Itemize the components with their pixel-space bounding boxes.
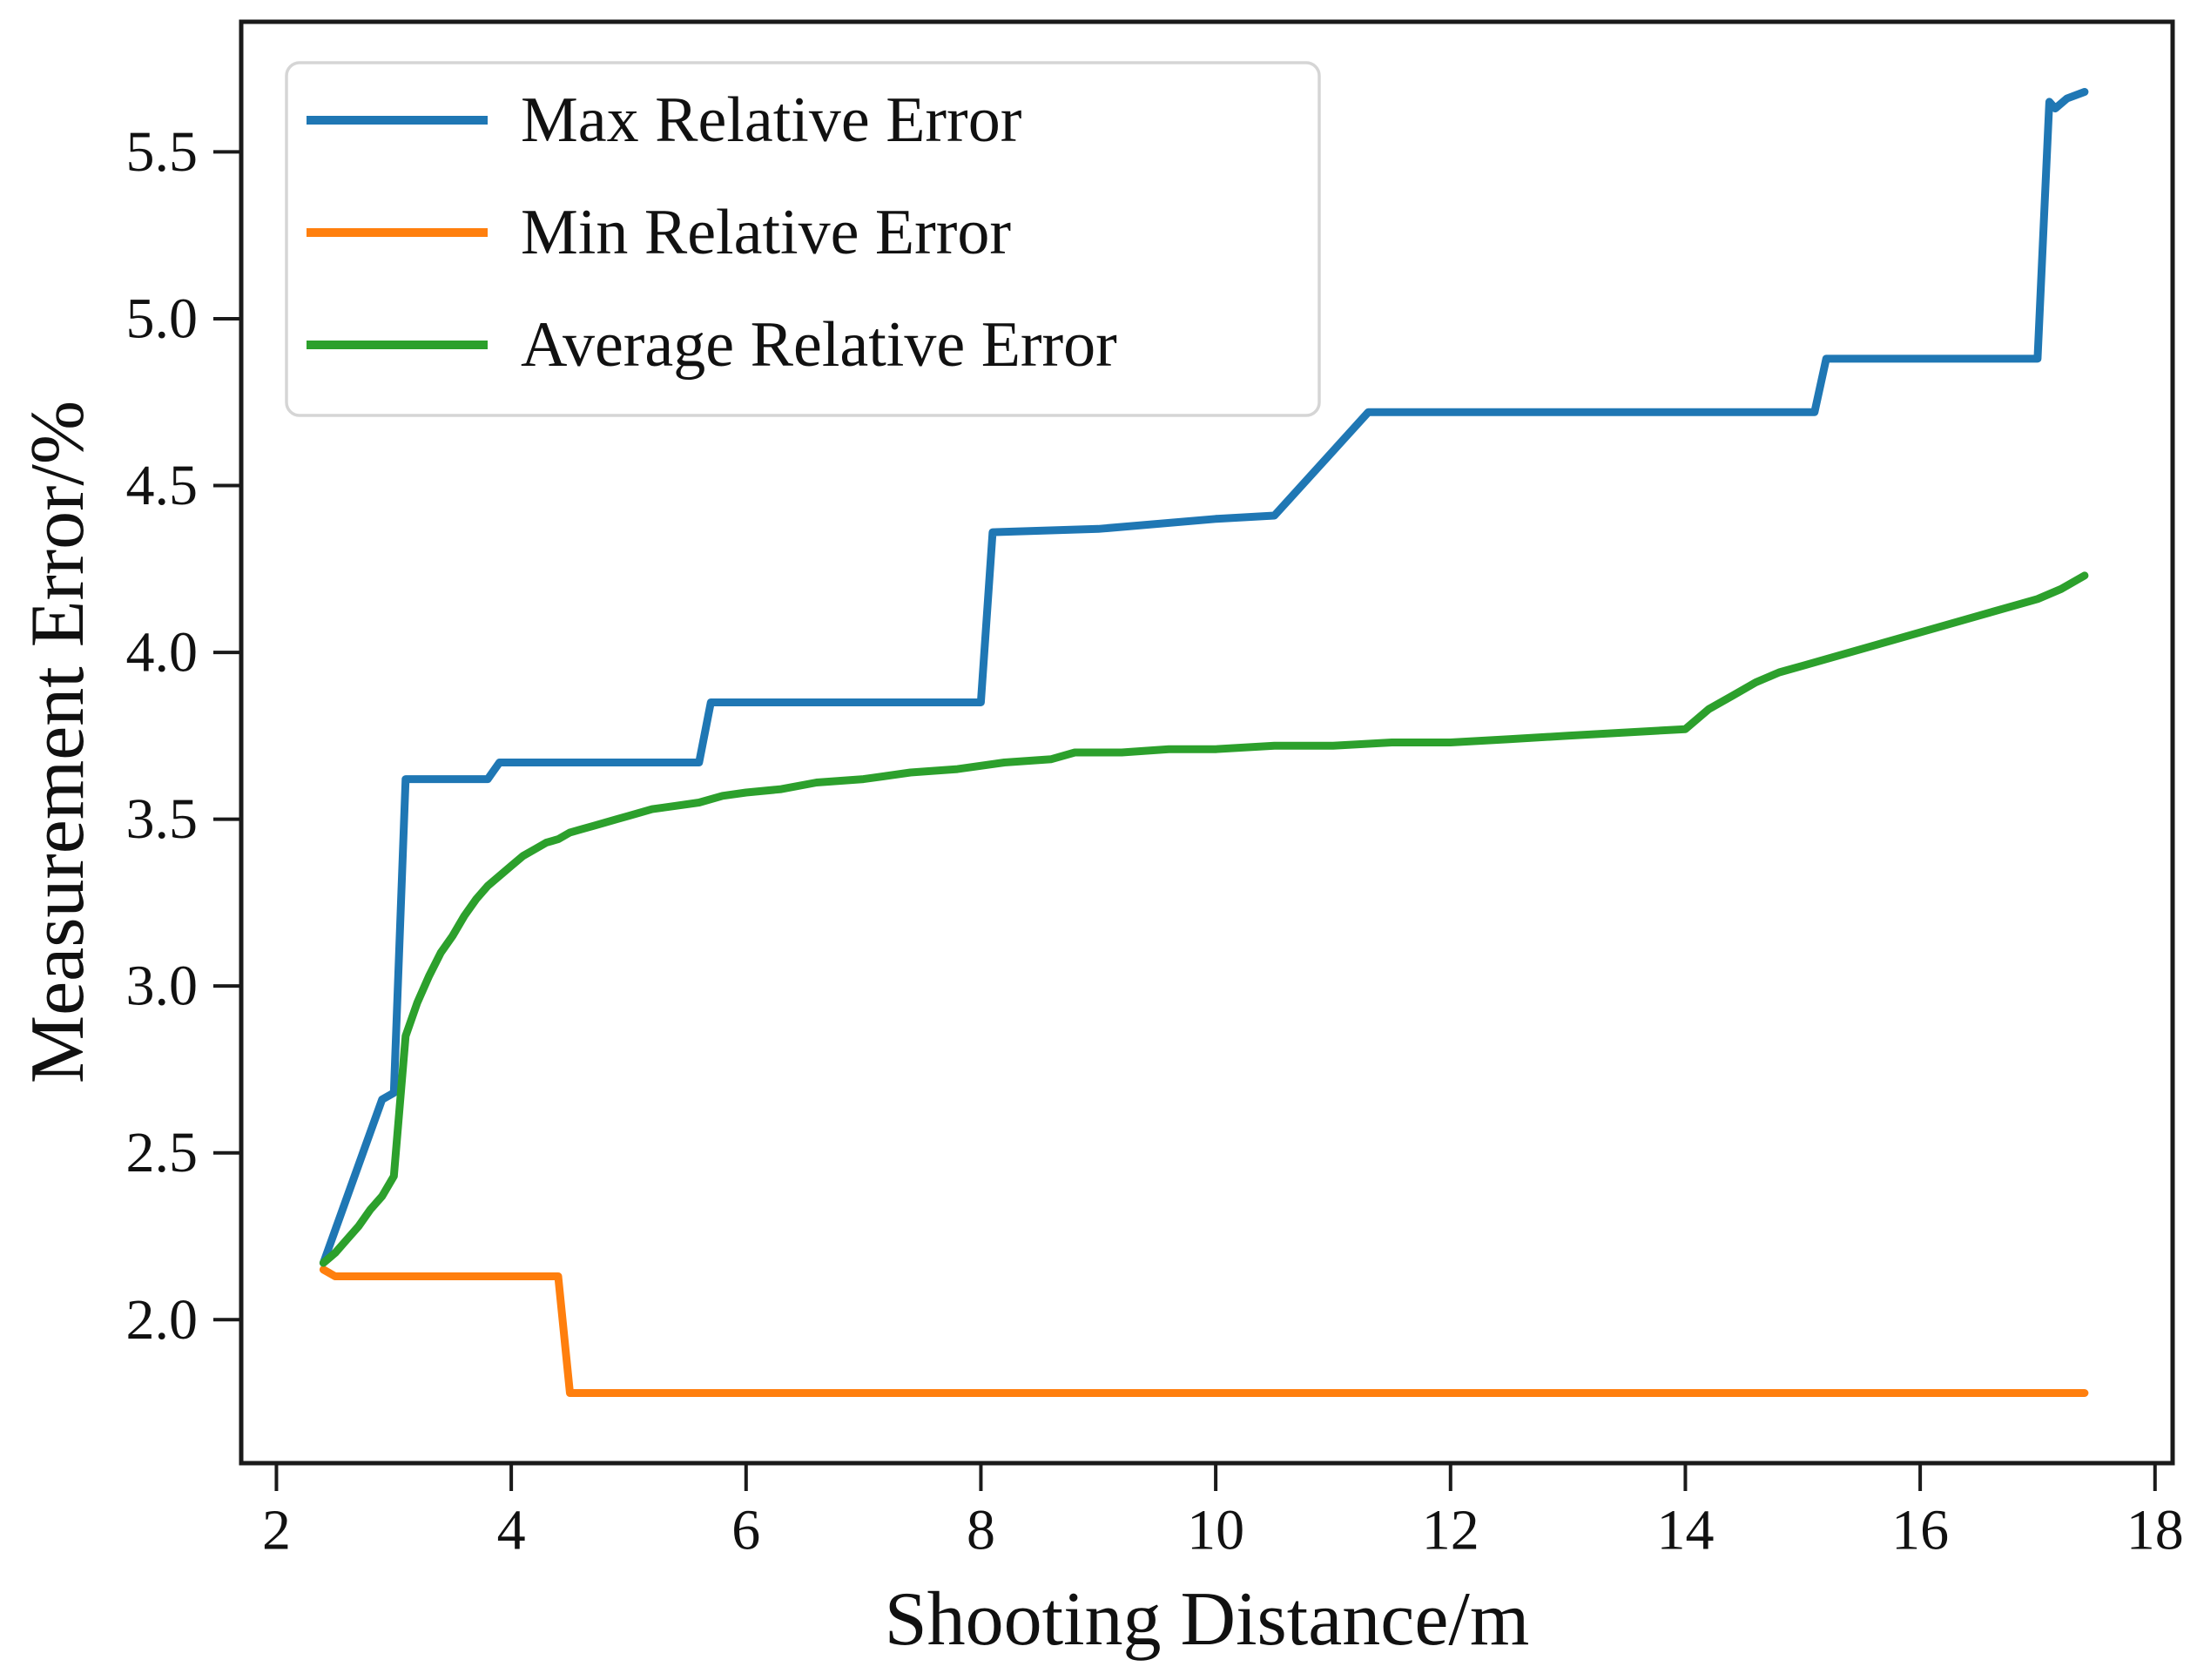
y-tick-label: 5.0	[126, 287, 199, 350]
y-tick-label: 4.0	[126, 621, 199, 685]
x-axis-label: Shooting Distance/m	[885, 1577, 1530, 1662]
x-tick-label: 12	[1422, 1498, 1479, 1562]
x-tick-label: 10	[1187, 1498, 1244, 1562]
ticks-layer: 2 4 6 8 10 12 14 16 18 2.0 2.5 3.0 3.5 4.0 4.5 5.0 5.5	[126, 120, 2184, 1562]
y-tick-label: 3.5	[126, 787, 199, 851]
legend-box	[285, 61, 1321, 417]
x-tick-label: 4	[497, 1498, 526, 1562]
x-tick-label: 2	[262, 1498, 291, 1562]
y-tick-label: 2.0	[126, 1288, 199, 1352]
series-line-min-relative-error	[319, 1265, 2089, 1397]
series-line-max-relative-error	[319, 88, 2089, 1267]
x-tick-label: 18	[2126, 1498, 2184, 1562]
y-tick-label: 4.5	[126, 454, 199, 517]
y-tick-label: 5.5	[126, 120, 199, 184]
legend-item-label: Average Relative Error	[521, 309, 1117, 381]
x-tick-label: 6	[731, 1498, 760, 1562]
legend-item-label: Min Relative Error	[521, 197, 1011, 268]
y-axis-label: Measurement Error/%	[16, 401, 100, 1083]
x-tick-label: 8	[967, 1498, 995, 1562]
plot-frame	[239, 19, 2175, 1466]
legend: Max Relative Error Min Relative Error Aver…	[285, 61, 1321, 417]
x-tick-label: 16	[1891, 1498, 1949, 1562]
y-tick-label: 2.5	[126, 1121, 199, 1184]
legend-item-label: Max Relative Error	[521, 84, 1021, 156]
series-layer	[319, 88, 2089, 1397]
series-line-average-relative-error	[319, 571, 2089, 1267]
x-tick-label: 14	[1656, 1498, 1714, 1562]
y-tick-label: 3.0	[126, 955, 199, 1018]
